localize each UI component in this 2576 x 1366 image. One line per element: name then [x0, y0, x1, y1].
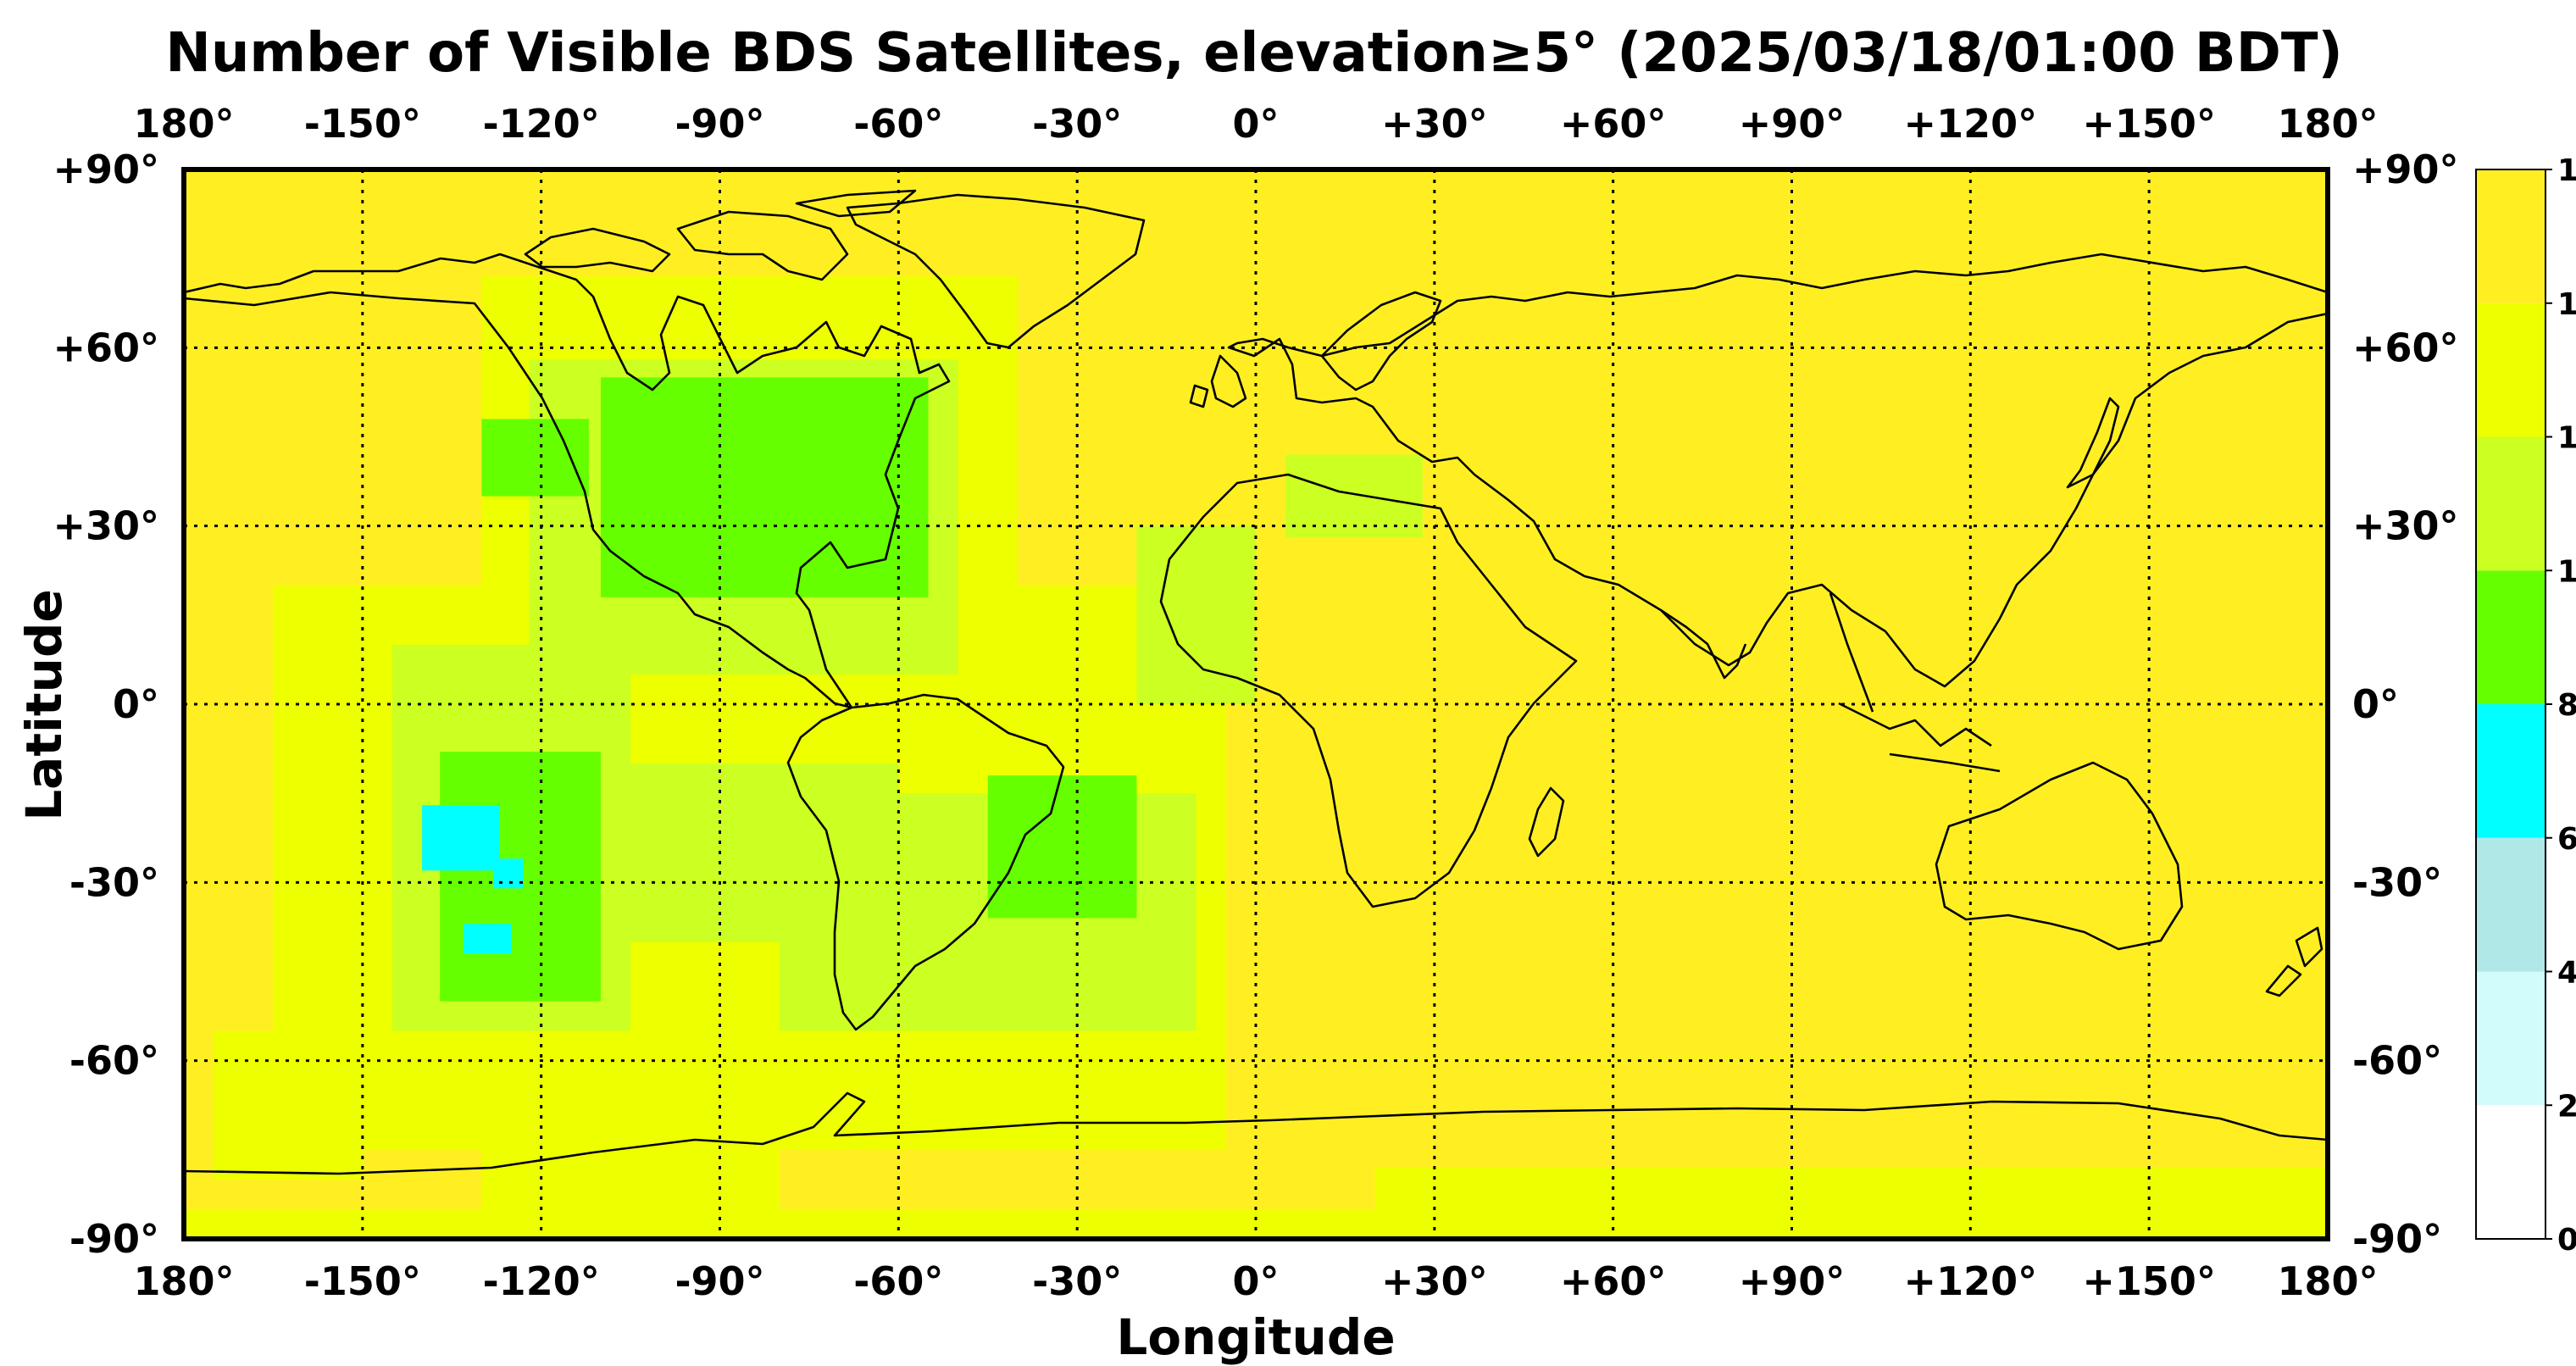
- coastline-antarctica: [184, 1091, 2328, 1175]
- y-tick-left-2: +30°: [53, 503, 159, 549]
- colorbar-tick-3: 6: [2557, 822, 2576, 857]
- x-tick-top-3: -90°: [675, 101, 764, 147]
- y-tick-left-0: +90°: [53, 147, 159, 192]
- coastline-arctic-islands: [524, 189, 917, 281]
- coastline-japan: [2066, 397, 2120, 489]
- coastline-british-isles: [1189, 354, 1247, 408]
- x-tick-labels-bottom: 180° -150° -120° -90° -60° -30° 0° +30° +60° +90°…: [133, 1258, 2378, 1304]
- x-tick-bottom-6: 0°: [1232, 1258, 1279, 1304]
- x-tick-labels-top: 180° -150° -120° -90° -60° -30° 0° +30° +60° +90°…: [133, 101, 2378, 147]
- x-tick-top-11: +150°: [2082, 101, 2216, 147]
- x-tick-bottom-1: -150°: [304, 1258, 421, 1304]
- x-tick-top-9: +90°: [1739, 101, 1846, 147]
- plot-frame: [181, 167, 2330, 1241]
- x-axis-label: Longitude: [1116, 1308, 1395, 1366]
- x-tick-bottom-2: -120°: [483, 1258, 600, 1304]
- y-tick-right-6: -90°: [2352, 1216, 2442, 1262]
- x-tick-top-1: -150°: [304, 101, 421, 147]
- coastline-south-america: [786, 693, 1065, 1031]
- x-tick-bottom-4: -60°: [853, 1258, 943, 1304]
- coastline-new-zealand: [2265, 926, 2323, 997]
- x-tick-top-7: +30°: [1381, 101, 1488, 147]
- x-tick-bottom-8: +60°: [1560, 1258, 1667, 1304]
- coastline-greenland: [846, 193, 1146, 349]
- y-tick-right-0: +90°: [2352, 147, 2459, 192]
- x-tick-bottom-9: +90°: [1739, 1258, 1846, 1304]
- coastlines: [184, 189, 2328, 1175]
- heatmap-region-14: [600, 377, 929, 597]
- heatmap-region-12: [1285, 454, 1423, 538]
- coastline-eurasia: [1227, 253, 2328, 688]
- colorbar-tick-4: 8: [2557, 688, 2576, 723]
- y-tick-left-6: -90°: [69, 1216, 159, 1262]
- coastline-madagascar: [1528, 786, 1565, 858]
- heatmap-region-10: [1136, 525, 1256, 704]
- coastline-australia: [1935, 761, 2184, 951]
- colorbar-segment-3: [2476, 704, 2545, 838]
- colorbar-segment-0: [2476, 1105, 2545, 1239]
- x-tick-top-8: +60°: [1560, 101, 1667, 147]
- colorbar-segment-4: [2476, 570, 2545, 704]
- x-tick-bottom-11: +150°: [2082, 1258, 2216, 1304]
- colorbar-segment-1: [2476, 971, 2545, 1106]
- y-tick-left-5: -60°: [69, 1038, 159, 1084]
- colorbar-tick-7: 14: [2557, 287, 2576, 322]
- colorbar-segment-2: [2476, 837, 2545, 972]
- colorbar: [2475, 169, 2546, 1240]
- x-tick-top-2: -120°: [483, 101, 600, 147]
- y-axis-label: Latitude: [15, 589, 73, 821]
- heatmap-region-16: [987, 775, 1137, 919]
- coastline-north-america: [184, 253, 951, 709]
- chart-title: Number of Visible BDS Satellites, elevat…: [165, 22, 2342, 85]
- y-tick-right-1: +60°: [2352, 325, 2459, 370]
- heatmap-region-19: [464, 924, 512, 954]
- colorbar-tick-2: 4: [2557, 956, 2576, 991]
- y-tick-right-3: 0°: [2352, 681, 2399, 727]
- x-tick-top-12: 180°: [2277, 101, 2378, 147]
- y-tick-left-1: +60°: [53, 325, 159, 370]
- coastline-scandinavia: [1320, 291, 1442, 391]
- gridlines: [184, 169, 2328, 1239]
- heatmap-region-6: [481, 1149, 780, 1239]
- heatmap-region-17: [422, 805, 500, 871]
- heatmap-region-11: [600, 764, 899, 942]
- colorbar-tick-1: 2: [2557, 1089, 2576, 1124]
- x-tick-top-0: 180°: [133, 101, 234, 147]
- colorbar-tick-6: 12: [2557, 421, 2576, 456]
- x-tick-bottom-7: +30°: [1381, 1258, 1488, 1304]
- heatmap-region-3: [214, 1030, 363, 1180]
- x-tick-bottom-3: -90°: [675, 1258, 764, 1304]
- colorbar-tick-5: 10: [2557, 554, 2576, 589]
- coastline-south-asia: [1660, 592, 2001, 773]
- y-tick-right-5: -60°: [2352, 1038, 2442, 1084]
- coastline-africa: [1159, 473, 1578, 908]
- heatmap-region-15: [481, 419, 589, 497]
- x-tick-bottom-10: +120°: [1904, 1258, 2038, 1304]
- y-tick-labels-left: +90° +60° +30° 0° -30° -60° -90°: [53, 147, 159, 1262]
- y-tick-labels-right: +90° +60° +30° 0° -30° -60° -90°: [2352, 147, 2459, 1262]
- x-tick-top-10: +120°: [1904, 101, 2038, 147]
- y-tick-left-3: 0°: [113, 681, 159, 727]
- heatmap-region-18: [493, 858, 524, 889]
- x-tick-top-6: 0°: [1232, 101, 1279, 147]
- colorbar-segment-5: [2476, 436, 2545, 571]
- y-tick-left-4: -30°: [69, 859, 159, 905]
- x-tick-top-5: -30°: [1032, 101, 1122, 147]
- colorbar-segment-6: [2476, 303, 2545, 437]
- x-tick-bottom-12: 180°: [2277, 1258, 2378, 1304]
- x-tick-bottom-0: 180°: [133, 1258, 234, 1304]
- y-tick-right-4: -30°: [2352, 859, 2442, 905]
- colorbar-tick-labels: 0 2 4 6 8 10 12 14 16: [2545, 153, 2576, 1258]
- y-tick-right-2: +30°: [2352, 503, 2459, 549]
- colorbar-tick-8: 16: [2557, 153, 2576, 188]
- x-tick-top-4: -60°: [853, 101, 943, 147]
- colorbar-segment-7: [2476, 169, 2545, 303]
- colorbar-tick-0: 0: [2557, 1223, 2576, 1258]
- x-tick-bottom-5: -30°: [1032, 1258, 1122, 1304]
